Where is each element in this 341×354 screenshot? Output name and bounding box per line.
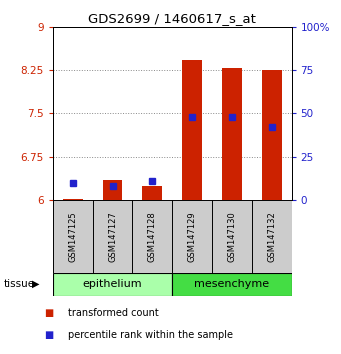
Text: GSM147129: GSM147129 xyxy=(188,211,197,262)
Text: GSM147128: GSM147128 xyxy=(148,211,157,262)
Text: tissue: tissue xyxy=(3,279,34,289)
Text: GSM147130: GSM147130 xyxy=(227,211,236,262)
Text: ■: ■ xyxy=(44,330,54,339)
Text: GSM147125: GSM147125 xyxy=(68,211,77,262)
Text: percentile rank within the sample: percentile rank within the sample xyxy=(68,330,233,339)
Text: mesenchyme: mesenchyme xyxy=(194,279,269,289)
Text: GSM147127: GSM147127 xyxy=(108,211,117,262)
Title: GDS2699 / 1460617_s_at: GDS2699 / 1460617_s_at xyxy=(88,12,256,25)
Bar xyxy=(53,273,172,296)
Text: transformed count: transformed count xyxy=(68,308,159,318)
Bar xyxy=(182,60,202,200)
Bar xyxy=(262,70,282,200)
Bar xyxy=(222,68,242,200)
Text: epithelium: epithelium xyxy=(83,279,142,289)
Text: ▶: ▶ xyxy=(32,279,40,289)
Bar xyxy=(143,185,162,200)
Bar xyxy=(172,273,292,296)
Bar xyxy=(103,180,122,200)
Text: GSM147132: GSM147132 xyxy=(267,211,276,262)
Text: ■: ■ xyxy=(44,308,54,318)
Bar xyxy=(63,199,83,200)
